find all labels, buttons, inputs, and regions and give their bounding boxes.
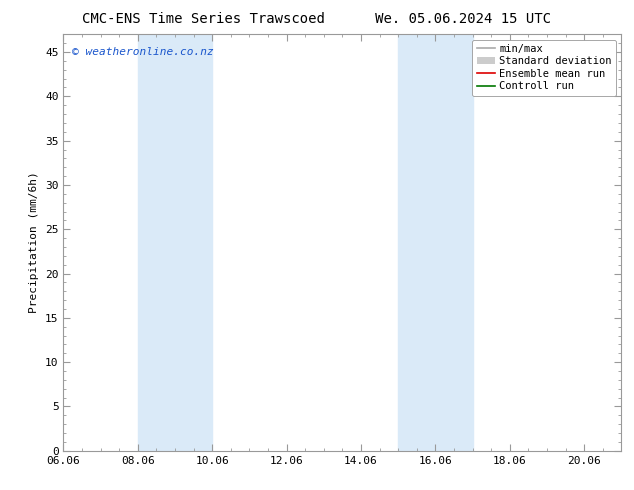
- Legend: min/max, Standard deviation, Ensemble mean run, Controll run: min/max, Standard deviation, Ensemble me…: [472, 40, 616, 96]
- Text: © weatheronline.co.nz: © weatheronline.co.nz: [72, 47, 214, 57]
- Text: CMC-ENS Time Series Trawscoed      We. 05.06.2024 15 UTC: CMC-ENS Time Series Trawscoed We. 05.06.…: [82, 12, 552, 26]
- Y-axis label: Precipitation (mm/6h): Precipitation (mm/6h): [30, 172, 39, 314]
- Bar: [138, 34, 212, 451]
- Bar: [398, 34, 472, 451]
